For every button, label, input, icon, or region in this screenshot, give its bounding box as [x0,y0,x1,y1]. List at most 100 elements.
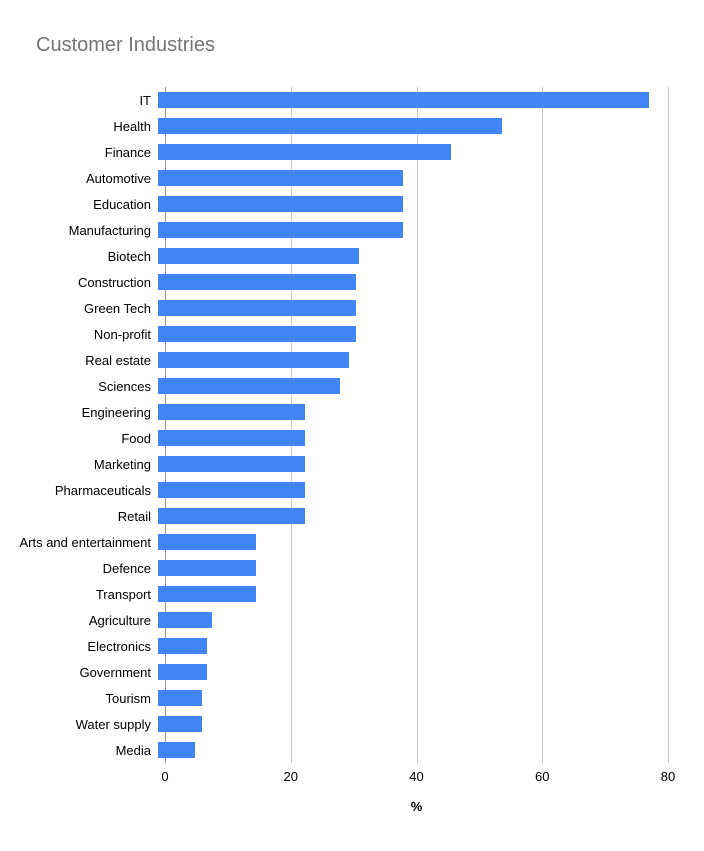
bar [158,404,305,420]
bar-row: Transport [0,581,704,607]
bar-row: Engineering [0,399,704,425]
category-label: Electronics [87,638,151,654]
category-label: Tourism [105,690,151,706]
bar-rows: IT Health Finance Automotive Education Manufa… [0,87,704,763]
category-label: Media [115,742,151,758]
category-label: Green Tech [84,300,151,316]
bar [158,690,202,706]
category-label: Transport [95,586,151,602]
bar-track [158,248,668,264]
category-label: Automotive [85,170,151,186]
bar [158,612,213,628]
bar [158,664,208,680]
bar-chart: IT Health Finance Automotive Education Manufa… [0,87,704,814]
category-label: Arts and entertainment [19,534,151,550]
bar-row: Arts and entertainment [0,529,704,555]
bar-track [158,222,668,238]
bar [158,92,649,108]
bar [158,638,208,654]
bar-track [158,534,668,550]
bar [158,118,503,134]
category-label: Real estate [85,352,151,368]
bar [158,586,257,602]
bar-track [158,300,668,316]
bar-track [158,144,668,160]
bar-row: IT [0,87,704,113]
bar-track [158,742,668,758]
bar-row: Media [0,737,704,763]
category-label: Marketing [93,456,151,472]
bar-track [158,92,668,108]
category-label: Defence [102,560,151,576]
bar-track [158,638,668,654]
bar-track [158,664,668,680]
bar-row: Tourism [0,685,704,711]
bar [158,482,305,498]
bar-row: Non-profit [0,321,704,347]
bar-track [158,118,668,134]
bar [158,560,257,576]
plot-area: IT Health Finance Automotive Education Manufa… [0,87,704,763]
bar-row: Government [0,659,704,685]
bar [158,352,350,368]
bar-row: Biotech [0,243,704,269]
chart-title: Customer Industries [36,34,215,56]
bar [158,456,305,472]
gridline [668,87,669,763]
bar-track [158,482,668,498]
bar-track [158,586,668,602]
category-label: Water supply [75,716,151,732]
category-label: Sciences [98,378,151,394]
bar-row: Education [0,191,704,217]
gridline [542,87,544,763]
bar-row: Marketing [0,451,704,477]
bar [158,534,257,550]
bar-row: Green Tech [0,295,704,321]
category-label: Construction [78,274,151,290]
gridlines [165,87,669,763]
category-label: Finance [104,144,151,160]
bar [158,716,202,732]
category-label: IT [139,92,151,108]
bar [158,326,356,342]
bar-track [158,404,668,420]
bar-track [158,716,668,732]
category-label: Government [79,664,151,680]
bar-track [158,560,668,576]
category-label: Biotech [107,248,151,264]
bar-row: Agriculture [0,607,704,633]
bar [158,742,195,758]
bar-row: Water supply [0,711,704,737]
category-label: Education [93,196,151,212]
bar [158,248,359,264]
bar-track [158,274,668,290]
x-tick-label: 60 [535,769,550,784]
bar [158,274,356,290]
bar-track [158,612,668,628]
bar-track [158,170,668,186]
bar-row: Health [0,113,704,139]
x-tick-label: 80 [660,769,676,784]
category-label: Manufacturing [68,222,151,238]
gridline [416,87,418,763]
bar [158,378,340,394]
bar-row: Sciences [0,373,704,399]
category-label: Non-profit [93,326,151,342]
bar [158,300,356,316]
bar [158,144,452,160]
bar-row: Real estate [0,347,704,373]
bar-track [158,690,668,706]
bar-row: Defence [0,555,704,581]
bar-track [158,430,668,446]
bar-row: Automotive [0,165,704,191]
x-tick-label: 40 [409,769,424,784]
bar [158,170,404,186]
x-tick-label: 20 [283,769,298,784]
bar-track [158,326,668,342]
bar-track [158,196,668,212]
bar-row: Manufacturing [0,217,704,243]
bar-track [158,508,668,524]
axis-baseline [165,87,166,763]
category-label: Pharmaceuticals [54,482,151,498]
